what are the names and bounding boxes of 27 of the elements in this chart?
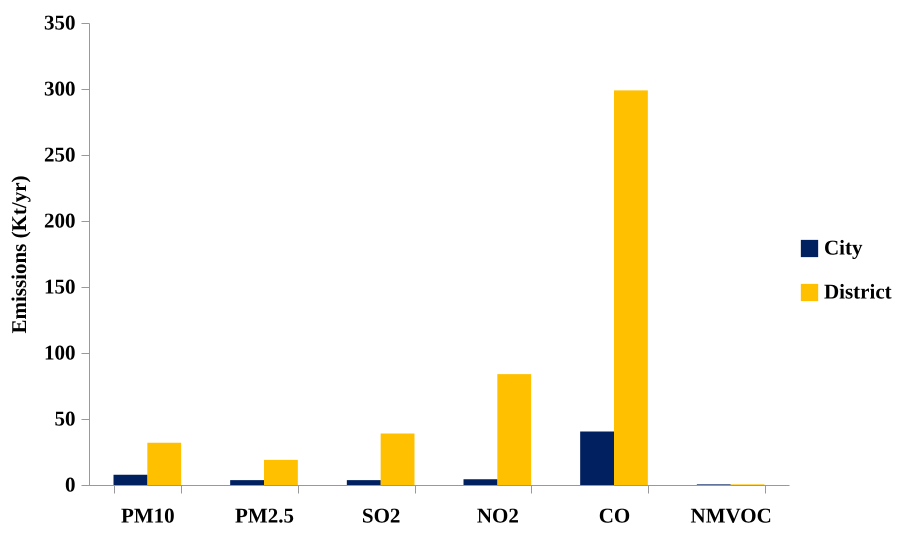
legend-label: District <box>824 280 892 304</box>
y-tick-label: 300 <box>44 76 76 100</box>
y-axis-title: Emissions (Kt/yr) <box>7 175 31 334</box>
x-tick-label: PM10 <box>121 504 175 528</box>
y-tick-label: 100 <box>44 340 76 364</box>
bar <box>264 460 298 485</box>
y-tick-label: 50 <box>54 406 76 430</box>
legend-label: City <box>824 236 863 260</box>
bar <box>580 432 614 485</box>
x-tick-label: NO2 <box>476 504 519 528</box>
x-tick-label: NMVOC <box>690 504 772 528</box>
bar <box>380 434 414 485</box>
y-tick-label: 150 <box>44 274 76 298</box>
bar <box>614 90 648 485</box>
bar <box>346 480 381 485</box>
x-tick-label: CO <box>598 504 630 528</box>
bar <box>230 480 264 485</box>
bar <box>114 474 148 485</box>
x-tick-label: PM2.5 <box>235 504 294 528</box>
y-tick-label: 0 <box>65 472 76 496</box>
bar <box>147 442 182 485</box>
y-tick-label: 250 <box>44 142 76 166</box>
x-tick-label: SO2 <box>362 504 400 528</box>
bar <box>497 374 532 485</box>
y-tick-label: 350 <box>44 10 76 34</box>
bar <box>464 479 498 485</box>
y-tick-label: 200 <box>44 208 76 232</box>
